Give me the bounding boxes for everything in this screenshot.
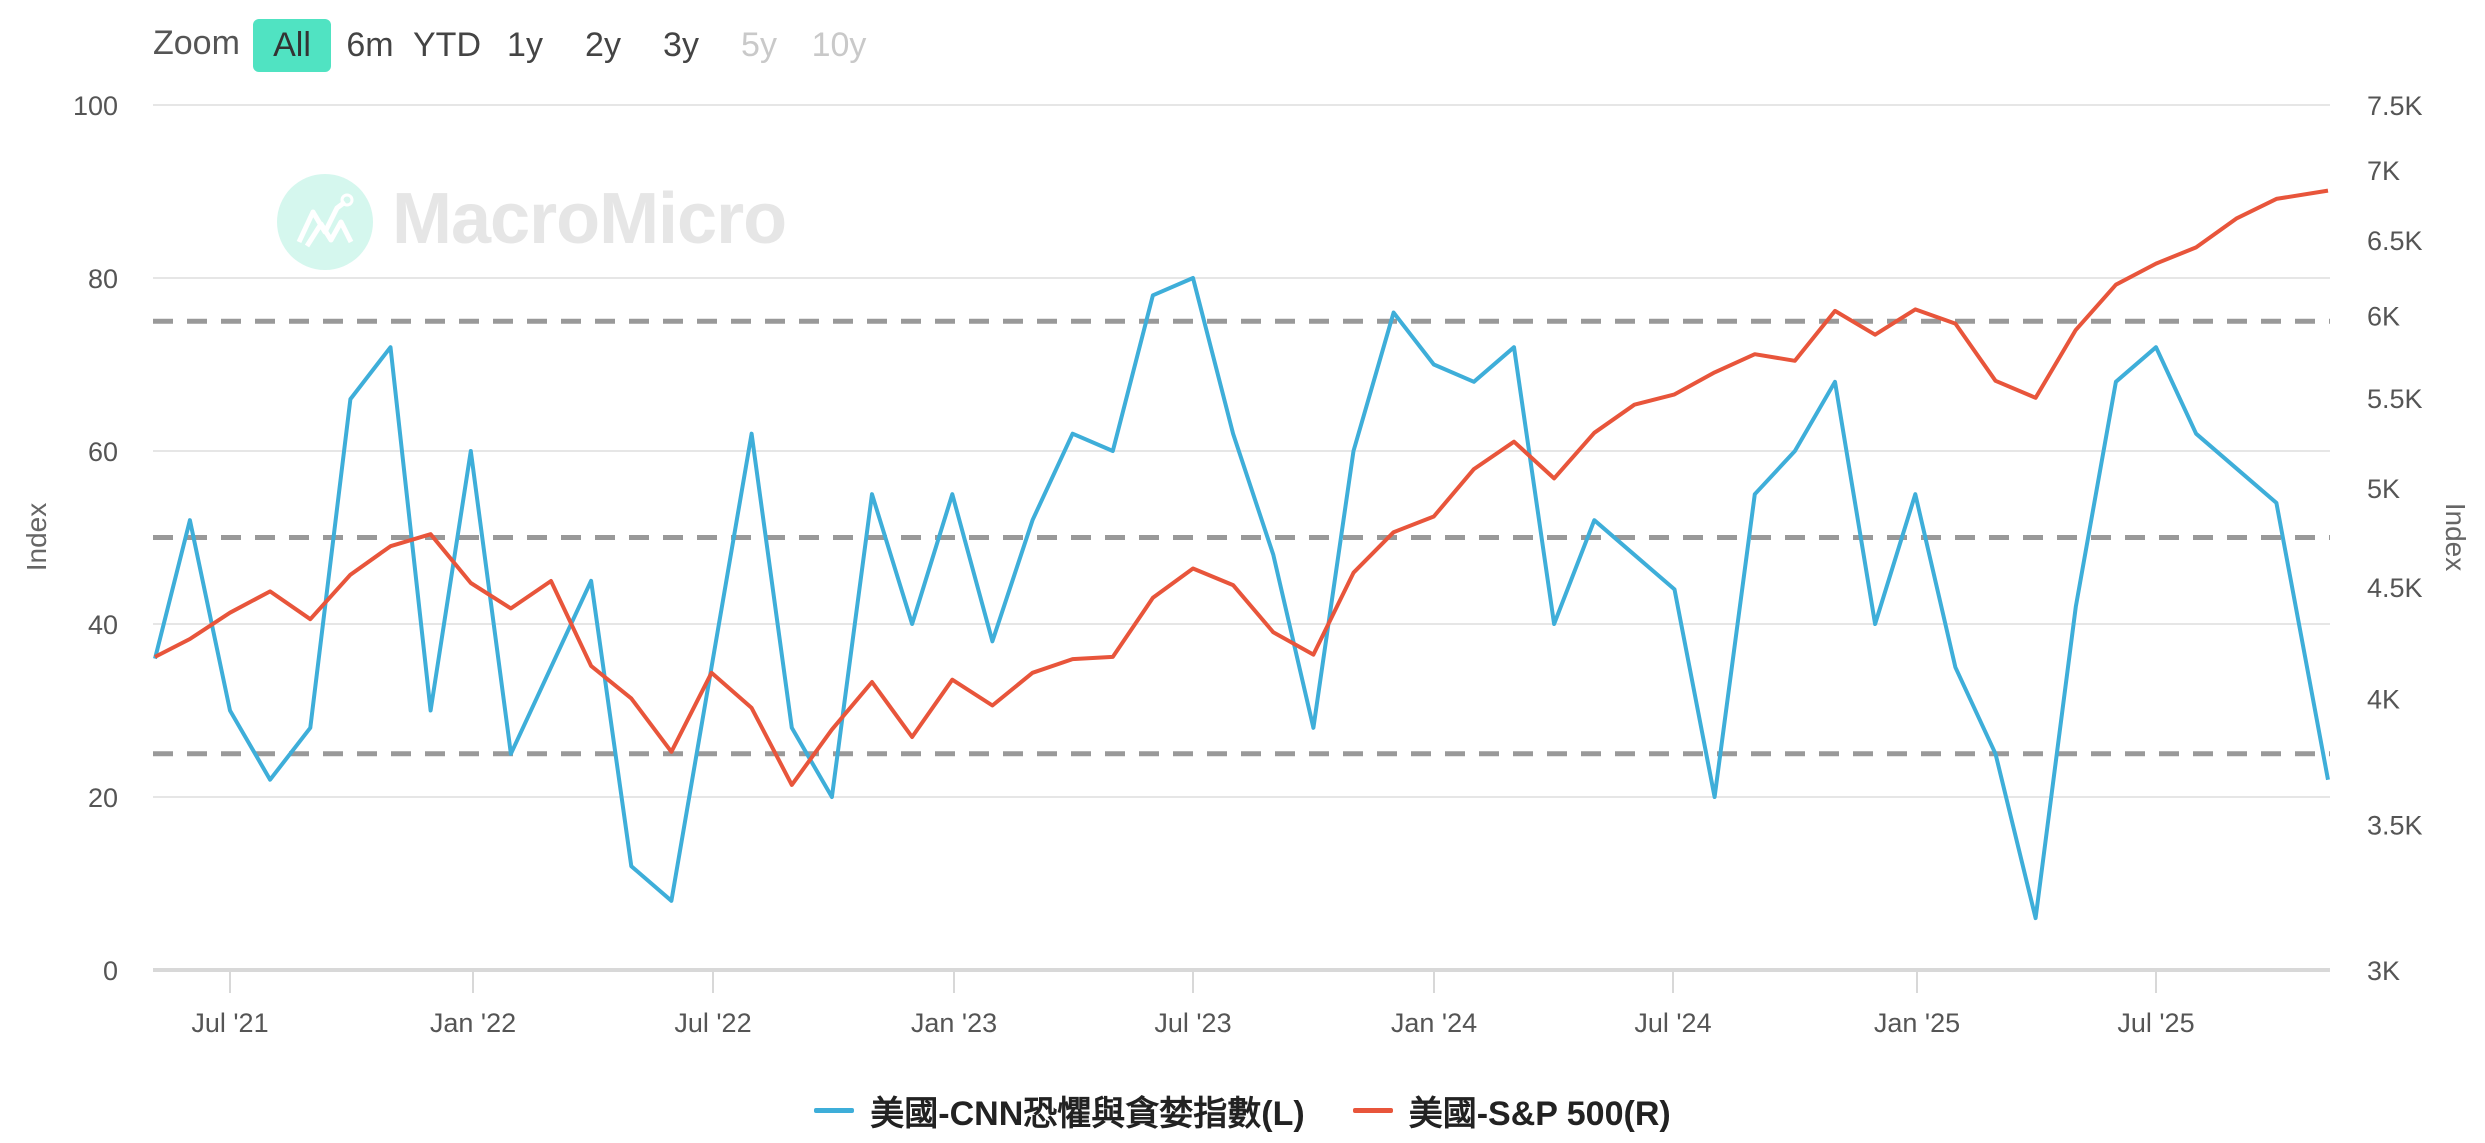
svg-text:Jan '25: Jan '25	[1874, 1008, 1960, 1038]
svg-text:40: 40	[88, 610, 118, 640]
svg-text:Jul '23: Jul '23	[1154, 1008, 1231, 1038]
svg-text:4K: 4K	[2367, 684, 2400, 714]
svg-text:6K: 6K	[2367, 302, 2400, 332]
svg-text:7.5K: 7.5K	[2367, 91, 2423, 121]
svg-text:60: 60	[88, 437, 118, 467]
svg-text:Jan '24: Jan '24	[1391, 1008, 1477, 1038]
svg-text:20: 20	[88, 783, 118, 813]
svg-text:Index: Index	[21, 503, 52, 572]
range-button-all[interactable]: All	[253, 19, 331, 72]
right-y-axis: 3K 3.5K 4K 4.5K 5K 5.5K 6K 6.5K 7K 7.5K Index	[2367, 91, 2471, 986]
reference-lines	[153, 318, 2330, 757]
svg-text:Jul '25: Jul '25	[2117, 1008, 2194, 1038]
range-button-2y[interactable]: 2y	[585, 26, 621, 64]
svg-text:Jan '23: Jan '23	[911, 1008, 997, 1038]
range-button-3y[interactable]: 3y	[663, 26, 699, 64]
sp500-line[interactable]	[154, 188, 2329, 787]
range-button-5y: 5y	[741, 26, 777, 64]
left-y-axis: 0 20 40 60 80 100 Index	[21, 91, 118, 986]
legend: 美國-CNN恐懼與貪婪指數(L) 美國-S&P 500(R)	[0, 1085, 2485, 1135]
range-button-10y: 10y	[811, 26, 867, 64]
series-lines	[153, 188, 2330, 921]
chart-plot-area[interactable]: Jul '21 Jan '22 Jul '22 Jan '23 Jul '23 Jan '…	[0, 0, 2485, 1075]
svg-text:0: 0	[103, 956, 118, 986]
svg-text:5K: 5K	[2367, 474, 2400, 504]
legend-swatch-blue-icon	[814, 1107, 855, 1113]
range-button-1y[interactable]: 1y	[507, 26, 543, 64]
svg-text:100: 100	[73, 91, 118, 121]
range-button-ytd[interactable]: YTD	[413, 26, 481, 64]
x-axis: Jul '21 Jan '22 Jul '22 Jan '23 Jul '23 Jan '…	[191, 972, 2195, 1038]
svg-text:Jan '22: Jan '22	[430, 1008, 516, 1038]
legend-label: 美國-CNN恐懼與貪婪指數(L)	[870, 1094, 1305, 1133]
zoom-label: Zoom	[153, 24, 240, 62]
svg-text:5.5K: 5.5K	[2367, 384, 2423, 414]
gridlines	[153, 104, 2330, 972]
svg-text:3.5K: 3.5K	[2367, 810, 2423, 840]
range-selector: Zoom All 6m YTD 1y 2y 3y 5y 10y	[0, 0, 1000, 90]
legend-label: 美國-S&P 500(R)	[1408, 1094, 1671, 1133]
svg-text:7K: 7K	[2367, 156, 2400, 186]
legend-swatch-red-icon	[1352, 1107, 1393, 1113]
svg-text:4.5K: 4.5K	[2367, 573, 2423, 603]
svg-text:Jul '24: Jul '24	[1634, 1008, 1711, 1038]
svg-text:3K: 3K	[2367, 956, 2400, 986]
range-button-6m[interactable]: 6m	[346, 26, 394, 64]
legend-item-fear-greed[interactable]: 美國-CNN恐懼與貪婪指數(L)	[814, 1086, 1305, 1135]
svg-text:Jul '21: Jul '21	[191, 1008, 268, 1038]
svg-text:Index: Index	[2440, 503, 2471, 572]
svg-text:Jul '22: Jul '22	[674, 1008, 751, 1038]
svg-text:80: 80	[88, 264, 118, 294]
svg-text:6.5K: 6.5K	[2367, 226, 2423, 256]
fear-greed-line[interactable]	[153, 276, 2330, 921]
legend-item-sp500[interactable]: 美國-S&P 500(R)	[1352, 1086, 1671, 1135]
